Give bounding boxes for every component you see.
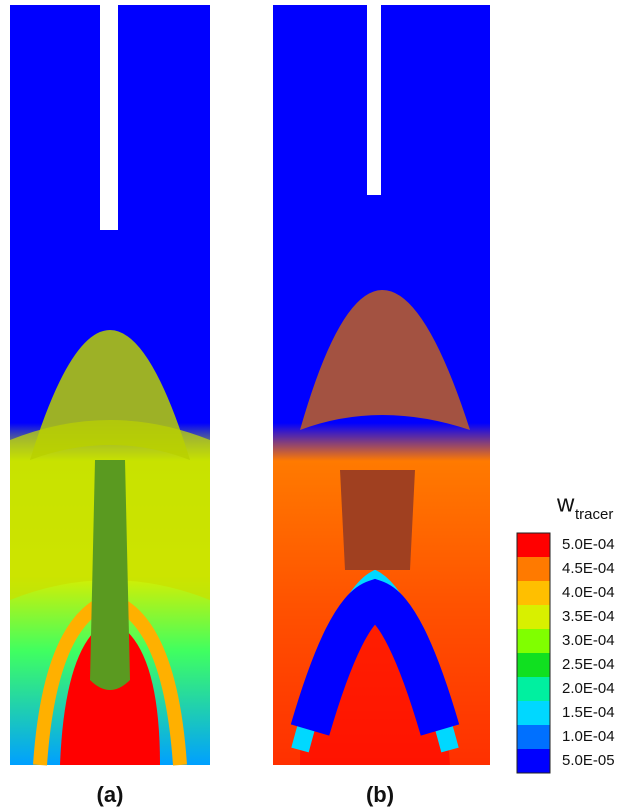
panel-b xyxy=(273,5,490,765)
colorbar-label: 1.5E-04 xyxy=(562,704,615,721)
colorbar-swatch xyxy=(517,653,550,677)
colorbar-label: 2.0E-04 xyxy=(562,680,615,697)
colorbar-swatch xyxy=(517,677,550,701)
colorbar-label: 2.5E-04 xyxy=(562,656,615,673)
colorbar-swatch xyxy=(517,581,550,605)
panel-a xyxy=(10,5,210,766)
colorbar-frame xyxy=(516,532,551,774)
colorbar-label: 3.0E-04 xyxy=(562,632,615,649)
colorbar-swatch xyxy=(517,629,550,653)
colorbar-swatch xyxy=(517,725,550,749)
colorbar: 5.0E-04 4.5E-04 4.0E-04 3.5E-04 3.0E-04 2.5E-… xyxy=(516,532,615,774)
panel-label: (a) xyxy=(97,782,124,807)
colorbar-title: w xyxy=(556,490,575,517)
colorbar-swatch xyxy=(517,605,550,629)
panel-label: (b) xyxy=(366,782,394,807)
colorbar-label: 5.0E-04 xyxy=(562,536,615,553)
colorbar-label: 4.0E-04 xyxy=(562,584,615,601)
colorbar-label: 5.0E-05 xyxy=(562,752,615,769)
colorbar-swatch xyxy=(517,749,550,773)
colorbar-swatch xyxy=(517,701,550,725)
colorbar-label: 4.5E-04 xyxy=(562,560,615,577)
colorbar-label: 3.5E-04 xyxy=(562,608,615,625)
colorbar-title-subscript: tracer xyxy=(575,506,613,523)
colorbar-swatch xyxy=(517,557,550,581)
colorbar-label: 1.0E-04 xyxy=(562,728,615,745)
colorbar-swatch xyxy=(517,533,550,557)
